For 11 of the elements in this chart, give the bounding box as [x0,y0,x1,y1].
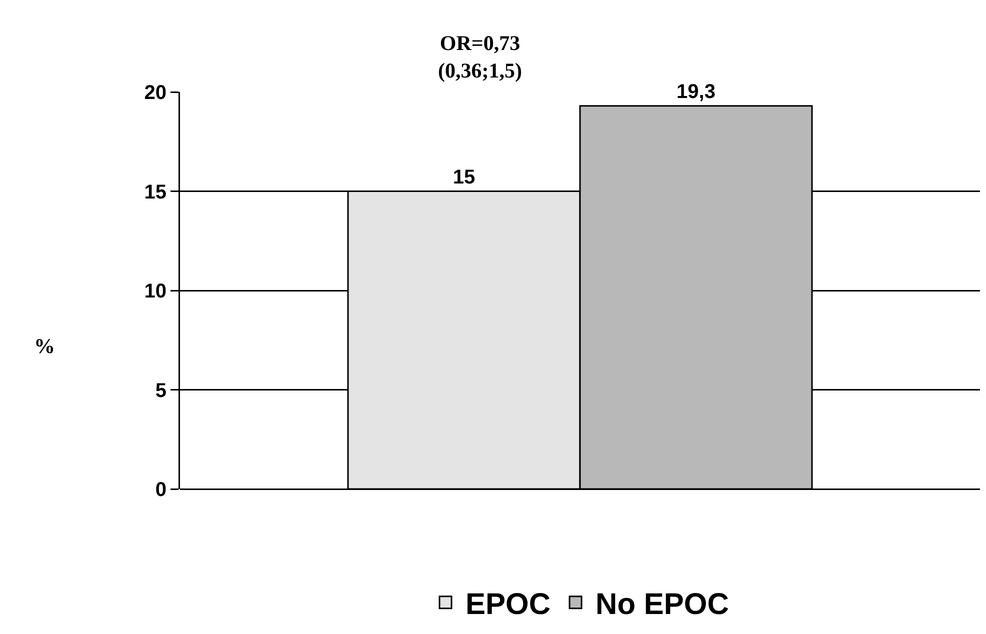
y-tick-label: 5 [155,380,166,402]
y-tick-label: 10 [144,280,166,302]
y-tick-label: 20 [144,82,166,104]
text: OR=0,73 (0,36;1,5) [438,31,522,82]
y-tick-label: 15 [144,181,166,204]
data-label: 15 [452,166,476,188]
legend-label: No EPOC [596,588,729,622]
data-label: 19,3 [676,80,716,103]
legend-label: EPOC [466,588,551,622]
y-tick-label: 0 [155,479,166,501]
y-axis-title: % [34,334,55,358]
